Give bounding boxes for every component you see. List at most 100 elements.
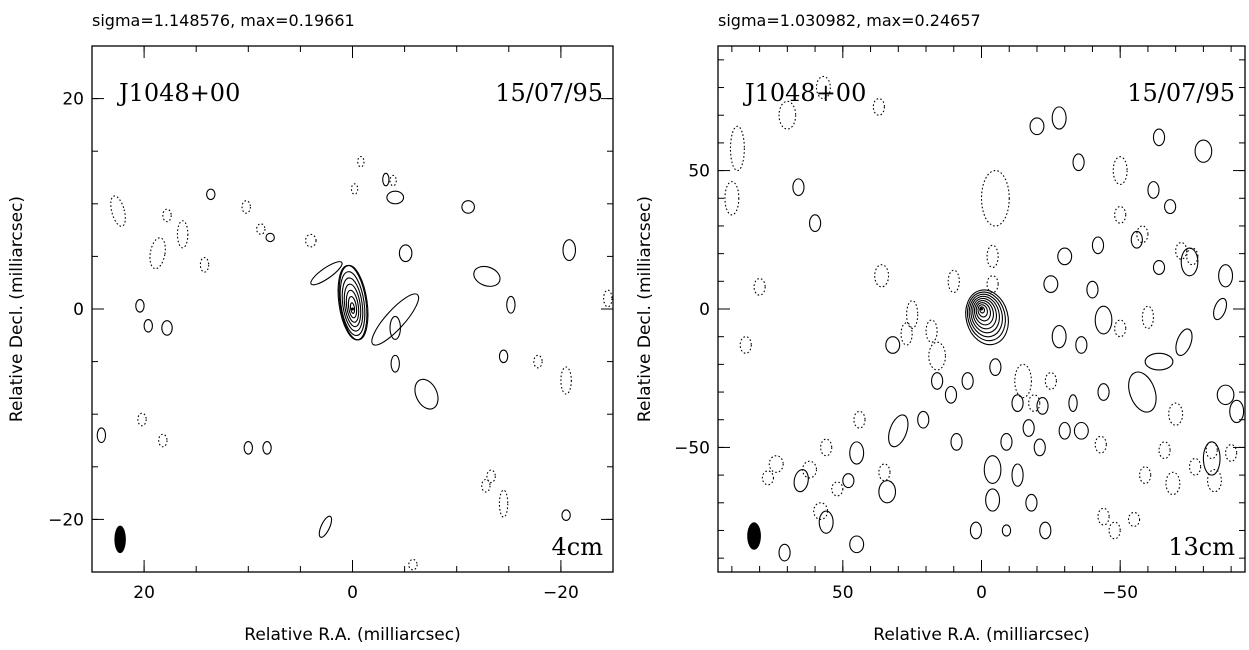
negative-contour (1141, 305, 1155, 329)
y-tick-label: 0 (699, 300, 710, 320)
negative-contour (110, 195, 126, 227)
date-label: 15/07/95 (1127, 79, 1235, 107)
negative-contour (137, 412, 147, 427)
positive-contour (1094, 305, 1113, 335)
y-tick-label: −20 (48, 510, 84, 530)
negative-contour (768, 455, 784, 473)
negative-contour (1175, 241, 1188, 260)
positive-contour (414, 378, 439, 410)
negative-contour (815, 75, 831, 100)
positive-contour (1180, 247, 1199, 277)
band-label: 13cm (1168, 533, 1235, 561)
positive-contour (161, 320, 173, 336)
positive-contour (931, 372, 944, 390)
panel-4cm: sigma=1.148576, max=0.19661 20 0 −20 20 0 −20 R… (7, 11, 614, 645)
positive-contour (1058, 421, 1071, 440)
positive-contour (878, 480, 897, 504)
positive-contour (1097, 383, 1110, 401)
negative-contour (1097, 507, 1110, 526)
negative-contour (357, 155, 365, 168)
negative-contour (199, 256, 210, 273)
negative-contour (481, 478, 491, 493)
positive-contour (1029, 117, 1045, 136)
x-axis-label: Relative R.A. (milliarcsec) (873, 625, 1089, 645)
core-contour (345, 289, 360, 323)
core-contour (965, 289, 1009, 346)
positive-contour (562, 239, 577, 262)
positive-contour (1073, 421, 1089, 440)
negative-contour (925, 319, 938, 343)
negative-contour (753, 277, 766, 296)
negative-contour (802, 460, 818, 479)
positive-contour (96, 427, 107, 444)
y-tick-label: −50 (674, 438, 710, 458)
positive-contour (1175, 328, 1193, 357)
positive-contour (944, 385, 958, 404)
negative-contour (1094, 435, 1107, 454)
positive-contour (318, 515, 333, 538)
negative-contour (1186, 247, 1199, 266)
negative-contour (1188, 457, 1202, 476)
positive-contour (498, 349, 509, 364)
negative-contour (1112, 156, 1128, 185)
positive-contour (961, 372, 974, 390)
negative-contour (241, 200, 251, 214)
negative-contour (408, 558, 418, 571)
positive-contour (1068, 394, 1078, 412)
positive-contour (135, 299, 145, 313)
negative-contour (928, 341, 946, 371)
core-contour (975, 302, 992, 322)
positive-contour (808, 214, 822, 233)
positive-contour (1152, 128, 1166, 147)
positive-contour (950, 433, 963, 451)
negative-contour (1165, 471, 1181, 496)
negative-contour (729, 125, 745, 172)
positive-contour (1011, 394, 1024, 412)
x-tick-label: −20 (543, 583, 579, 603)
negative-contour (1014, 363, 1032, 399)
positive-contour (1147, 181, 1160, 199)
positive-contour (243, 441, 254, 455)
negative-contour (305, 233, 317, 248)
negative-contour (872, 98, 885, 116)
positive-contour (371, 293, 420, 346)
core-contour (979, 306, 986, 314)
negative-contour (1114, 206, 1127, 224)
positive-contour (849, 535, 865, 554)
band-label: 4cm (552, 533, 604, 561)
positive-contour (506, 295, 516, 314)
positive-contour (398, 244, 413, 263)
core-contour (968, 293, 1003, 338)
positive-contour (1213, 297, 1228, 321)
positive-contour (386, 190, 405, 205)
core-contour (972, 297, 997, 330)
core-peak (351, 307, 354, 311)
negative-contour (820, 438, 833, 457)
positive-contour (561, 509, 571, 521)
positive-contour (1229, 399, 1245, 424)
y-tick-label: 20 (62, 90, 84, 110)
positive-contour (389, 315, 401, 340)
positive-contour (793, 469, 809, 493)
beam-ellipse (114, 525, 126, 554)
core-contour (339, 271, 366, 337)
positive-contour (917, 410, 930, 429)
positive-contour (1043, 275, 1059, 293)
negative-contour (1158, 441, 1171, 460)
positive-contour (1000, 433, 1013, 451)
core-contour (970, 295, 1000, 334)
core-contour (349, 302, 356, 314)
positive-contour (818, 510, 834, 534)
negative-contour (486, 469, 496, 484)
x-tick-label: −50 (1102, 583, 1138, 603)
positive-contour (1144, 352, 1174, 371)
negative-contour (980, 169, 1010, 227)
negative-contour (1108, 521, 1121, 540)
negative-contour (1139, 466, 1152, 484)
positive-contour (1057, 247, 1073, 266)
positive-contour (461, 200, 475, 214)
positive-contour (1086, 280, 1099, 299)
positive-contour (1164, 199, 1177, 215)
positive-contour (1128, 371, 1157, 413)
